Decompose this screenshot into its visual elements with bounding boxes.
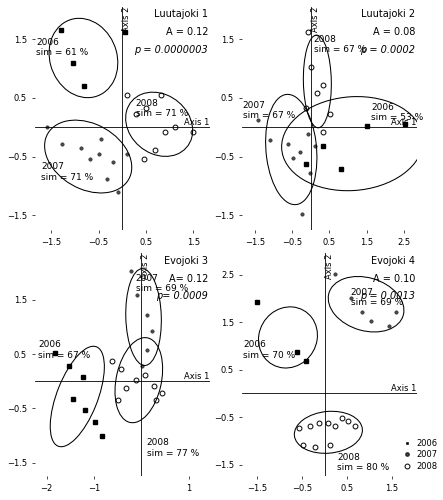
Text: 2007
sim = 69 %: 2007 sim = 69 % bbox=[136, 274, 188, 293]
Text: p= 0.0009: p= 0.0009 bbox=[156, 292, 208, 302]
Text: 2006
sim = 70 %: 2006 sim = 70 % bbox=[243, 340, 295, 359]
Text: A = 0.10: A = 0.10 bbox=[373, 274, 415, 283]
Text: 2006
sim = 67 %: 2006 sim = 67 % bbox=[38, 340, 90, 360]
Text: 2008
sim = 71 %: 2008 sim = 71 % bbox=[136, 99, 188, 118]
Text: 2006
sim = 61 %: 2006 sim = 61 % bbox=[36, 38, 88, 58]
Text: Axis 2: Axis 2 bbox=[311, 7, 320, 32]
Text: Axis 2: Axis 2 bbox=[325, 254, 334, 279]
Text: Luutajoki 1: Luutajoki 1 bbox=[154, 9, 208, 19]
Text: 2007
sim = 69 %: 2007 sim = 69 % bbox=[351, 288, 403, 308]
Text: A = 0.08: A = 0.08 bbox=[373, 27, 415, 37]
Text: Axis 1: Axis 1 bbox=[392, 384, 417, 394]
Text: 2008
sim = 67 %: 2008 sim = 67 % bbox=[314, 34, 366, 54]
Text: 2008
sim = 77 %: 2008 sim = 77 % bbox=[147, 438, 199, 458]
Text: Axis 2: Axis 2 bbox=[122, 7, 131, 32]
Text: 2008
sim = 80 %: 2008 sim = 80 % bbox=[338, 452, 389, 472]
Text: Axis 1: Axis 1 bbox=[184, 118, 210, 127]
Text: p = 0.0000003: p = 0.0000003 bbox=[134, 45, 208, 55]
Legend: 2006, 2007, 2008: 2006, 2007, 2008 bbox=[404, 437, 439, 472]
Text: Evojoki 4: Evojoki 4 bbox=[371, 256, 415, 266]
Text: 2007
sim = 67 %: 2007 sim = 67 % bbox=[243, 101, 295, 120]
Text: Axis 1: Axis 1 bbox=[392, 118, 417, 127]
Text: p = 0.0002: p = 0.0002 bbox=[360, 45, 415, 55]
Text: A = 0.12: A = 0.12 bbox=[166, 27, 208, 37]
Text: p = 0.0013: p = 0.0013 bbox=[360, 292, 415, 302]
Text: Axis 2: Axis 2 bbox=[141, 254, 150, 279]
Text: Luutajoki 2: Luutajoki 2 bbox=[361, 9, 415, 19]
Text: 2006
sim = 53 %: 2006 sim = 53 % bbox=[371, 102, 423, 122]
Text: Evojoki 3: Evojoki 3 bbox=[164, 256, 208, 266]
Text: Axis 1: Axis 1 bbox=[184, 372, 210, 382]
Text: 2007
sim = 71 %: 2007 sim = 71 % bbox=[41, 162, 93, 182]
Text: A= 0.12: A= 0.12 bbox=[169, 274, 208, 283]
